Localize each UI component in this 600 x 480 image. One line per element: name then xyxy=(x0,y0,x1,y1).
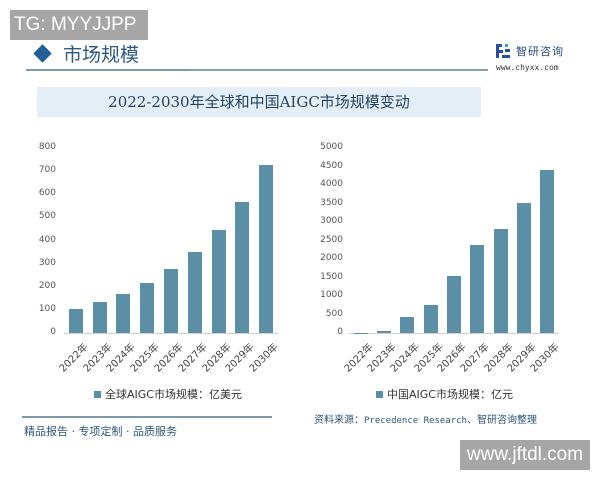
y-tick-label: 1000 xyxy=(320,290,343,300)
y-tick-label: 800 xyxy=(38,142,56,152)
bar xyxy=(400,316,415,333)
y-tick-label: 500 xyxy=(38,211,56,222)
y-tick-label: 3000 xyxy=(320,216,343,226)
y-tick-label: 100 xyxy=(38,303,56,314)
source-text: Precedence Research xyxy=(364,416,467,426)
bar xyxy=(235,201,250,333)
bar xyxy=(187,251,202,333)
bar xyxy=(540,170,555,333)
x-axis-line xyxy=(64,333,278,334)
y-tick-label: 4500 xyxy=(320,160,343,171)
legend-swatch xyxy=(94,390,101,398)
footer-divider xyxy=(22,416,272,418)
legend-label: 中国AIGC市场规模：亿元 xyxy=(387,388,513,401)
bar xyxy=(470,244,485,333)
brand-block: 智研咨询 www.chyxx.com xyxy=(496,43,564,72)
bar xyxy=(211,229,226,333)
y-tick-label: 5000 xyxy=(320,142,343,152)
y-tick-label: 600 xyxy=(38,188,56,199)
legend-global: 全球AIGC市场规模：亿美元 xyxy=(94,386,242,402)
watermark-bottom-right: www.jftdl.com xyxy=(460,440,590,470)
brand-name: 智研咨询 xyxy=(516,45,564,58)
legend-swatch xyxy=(376,390,383,398)
bar xyxy=(493,228,508,333)
title-band xyxy=(37,87,481,117)
diamond-icon xyxy=(33,44,52,63)
y-tick-label: 300 xyxy=(38,257,56,268)
y-tick-label: 400 xyxy=(38,234,56,245)
y-tick-label: 3500 xyxy=(320,197,343,208)
header-divider xyxy=(26,69,188,71)
bar xyxy=(447,276,461,333)
legend-label: 全球AIGC市场规模：亿美元 xyxy=(105,388,242,401)
section-header: 市场规模 xyxy=(28,40,139,67)
y-tick-label: 0 xyxy=(50,327,56,337)
bar xyxy=(68,309,83,333)
bar xyxy=(353,332,368,334)
bar xyxy=(377,330,391,333)
watermark-top-left: TG: MYYJJPP xyxy=(10,10,148,40)
bar xyxy=(116,293,131,333)
y-tick-label: 700 xyxy=(38,165,56,176)
y-tick-label: 1500 xyxy=(320,271,343,282)
legend-china: 中国AIGC市场规模：亿元 xyxy=(376,386,513,402)
y-tick-label: 2000 xyxy=(320,253,343,263)
bar xyxy=(259,164,274,333)
bar xyxy=(517,203,531,333)
bar xyxy=(140,283,155,333)
source-label: 资料来源： xyxy=(314,415,364,426)
y-tick-label: 0 xyxy=(337,327,343,337)
y-tick-label: 500 xyxy=(325,308,343,319)
x-axis-line xyxy=(349,333,559,334)
section-title: 市场规模 xyxy=(63,44,140,66)
bar xyxy=(423,304,438,333)
header-divider-long xyxy=(188,69,488,71)
brand-logo-icon xyxy=(496,44,510,58)
bar xyxy=(92,302,107,333)
source-suffix: 、智研咨询整理 xyxy=(466,415,537,426)
y-tick-label: 200 xyxy=(38,280,56,291)
y-tick-label: 2500 xyxy=(320,234,343,245)
bar xyxy=(164,269,178,333)
brand-url: www.chyxx.com xyxy=(496,63,559,72)
source-note: 资料来源：Precedence Research、智研咨询整理 xyxy=(314,411,537,426)
chart-title: 2022-2030年全球和中国AIGC市场规模变动 xyxy=(108,93,410,111)
footer-slogan: 精品报告 · 专项定制 · 品质服务 xyxy=(24,425,177,438)
y-tick-label: 4000 xyxy=(320,179,343,189)
